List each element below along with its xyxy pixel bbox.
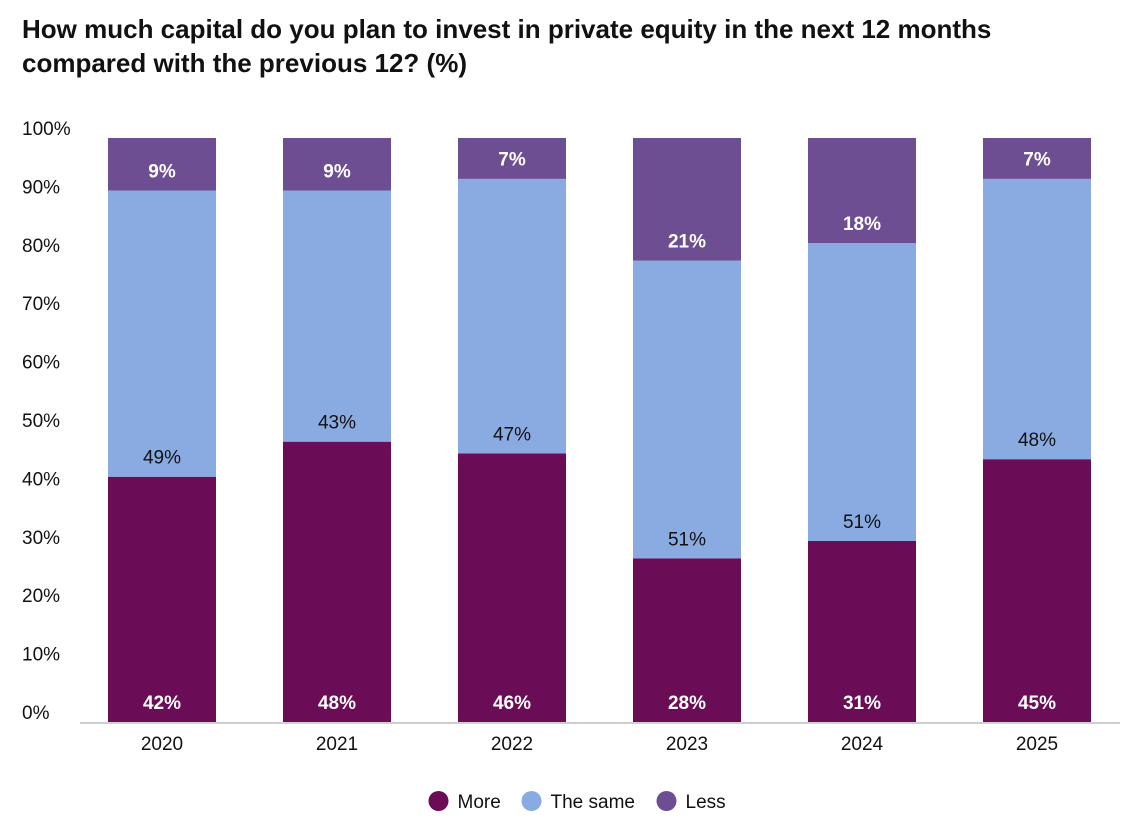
bar-segment — [633, 558, 741, 722]
bar-segment — [283, 190, 391, 442]
data-label: 31% — [843, 693, 881, 714]
bar-segment — [108, 190, 216, 477]
y-tick-label: 10% — [22, 645, 60, 666]
y-tick-label: 100% — [22, 119, 71, 140]
y-tick-label: 20% — [22, 586, 60, 607]
data-label: 21% — [668, 232, 706, 253]
data-label: 9% — [323, 162, 351, 183]
bar-segment — [108, 476, 216, 722]
bar-segment — [633, 260, 741, 559]
x-tick-label: 2023 — [666, 734, 708, 755]
bar-segment — [283, 138, 391, 191]
bar-segment — [458, 178, 566, 454]
x-tick-label: 2024 — [841, 734, 884, 755]
x-tick-label: 2025 — [1016, 734, 1058, 755]
data-label: 48% — [318, 693, 356, 714]
data-label: 7% — [1023, 149, 1051, 170]
bars: 42% 49% 9% 48% 43% 9% 46% 47% 7% 28% 51% 21% 31% 51% 1… — [108, 138, 1091, 722]
data-label: 46% — [493, 693, 531, 714]
y-tick-label: 90% — [22, 177, 60, 198]
chart-title: How much capital do you plan to invest i… — [22, 14, 992, 78]
data-label: 51% — [843, 512, 881, 533]
data-label: 49% — [143, 448, 181, 469]
bar-segment — [983, 459, 1091, 722]
x-tick-label: 2021 — [316, 734, 358, 755]
legend-marker — [428, 791, 449, 811]
bar-segment — [458, 138, 566, 179]
data-label: 7% — [498, 149, 526, 170]
data-label: 28% — [668, 693, 706, 714]
y-tick-label: 70% — [22, 294, 60, 315]
bar-segment — [283, 441, 391, 722]
bar-segment — [808, 243, 916, 541]
data-label: 48% — [1018, 430, 1056, 451]
bar-segment — [808, 138, 916, 244]
y-tick-label: 40% — [22, 469, 60, 490]
legend-marker — [521, 791, 542, 811]
y-tick-label: 0% — [22, 703, 50, 724]
y-tick-label: 50% — [22, 411, 60, 432]
legend: More The same Less — [428, 791, 726, 813]
data-label: 42% — [143, 693, 181, 714]
x-tick-label: 2020 — [141, 734, 183, 755]
data-label: 43% — [318, 413, 356, 434]
legend-marker — [656, 791, 677, 811]
y-axis: 0% 10% 20% 30% 40% 50% 60% 70% 80% 90% 100% — [22, 119, 71, 724]
data-label: 47% — [493, 424, 531, 445]
x-axis: 2020 2021 2022 2023 2024 2025 — [141, 734, 1058, 755]
legend-label: The same — [551, 792, 635, 813]
data-label: 51% — [668, 529, 706, 550]
x-tick-label: 2022 — [491, 734, 533, 755]
legend-label: Less — [686, 792, 726, 813]
data-label: 18% — [843, 214, 881, 235]
y-tick-label: 60% — [22, 353, 60, 374]
bar-segment — [633, 138, 741, 261]
bar-segment — [983, 178, 1091, 460]
data-label: 45% — [1018, 693, 1056, 714]
bar-segment — [808, 540, 916, 722]
y-tick-label: 30% — [22, 528, 60, 549]
bar-segment — [108, 138, 216, 191]
data-label: 9% — [148, 162, 176, 183]
y-tick-label: 80% — [22, 236, 60, 257]
legend-label: More — [458, 792, 501, 813]
bar-segment — [983, 138, 1091, 179]
bar-segment — [458, 453, 566, 722]
